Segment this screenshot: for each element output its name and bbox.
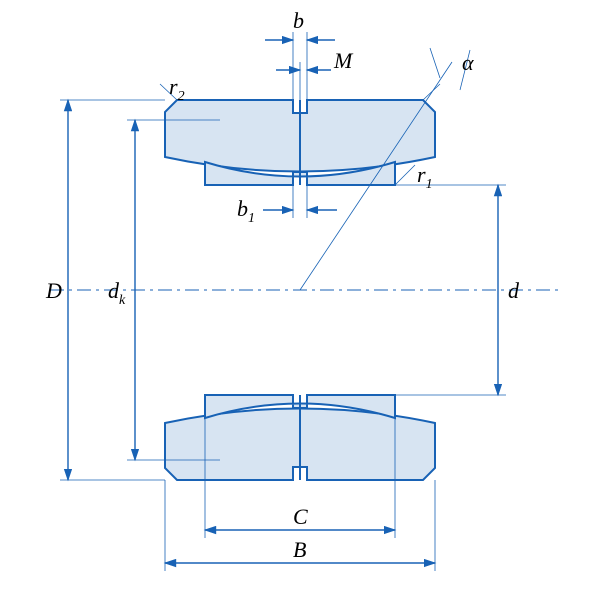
- label-D: D: [45, 278, 62, 303]
- label-alpha: α: [462, 50, 474, 75]
- bearing-lower: [165, 395, 435, 480]
- label-b1: b1: [237, 196, 255, 226]
- bearing-upper: [165, 100, 435, 185]
- label-B: B: [293, 537, 306, 562]
- label-M: M: [333, 48, 354, 73]
- dim-M: M: [276, 48, 354, 100]
- label-d: d: [508, 278, 520, 303]
- label-r1: r1: [417, 162, 433, 192]
- bearing-cross-section-diagram: D dk d C B b M: [0, 0, 600, 600]
- r2-leader-right: [423, 84, 440, 100]
- label-C: C: [293, 504, 308, 529]
- label-b: b: [293, 8, 304, 33]
- label-r2: r2: [169, 74, 185, 104]
- label-dk: dk: [108, 278, 126, 308]
- alpha-tick-inner: [430, 48, 440, 78]
- r1-leader: [395, 165, 415, 185]
